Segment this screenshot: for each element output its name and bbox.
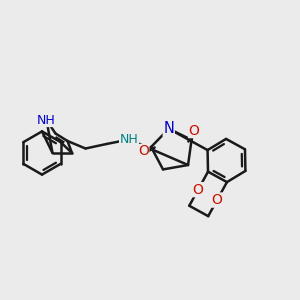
Text: NH: NH — [120, 133, 138, 146]
Text: O: O — [138, 145, 149, 158]
Text: O: O — [193, 183, 204, 197]
Text: O: O — [189, 124, 200, 138]
Text: N: N — [163, 121, 174, 136]
Text: NH: NH — [37, 113, 56, 127]
Text: O: O — [212, 193, 223, 207]
